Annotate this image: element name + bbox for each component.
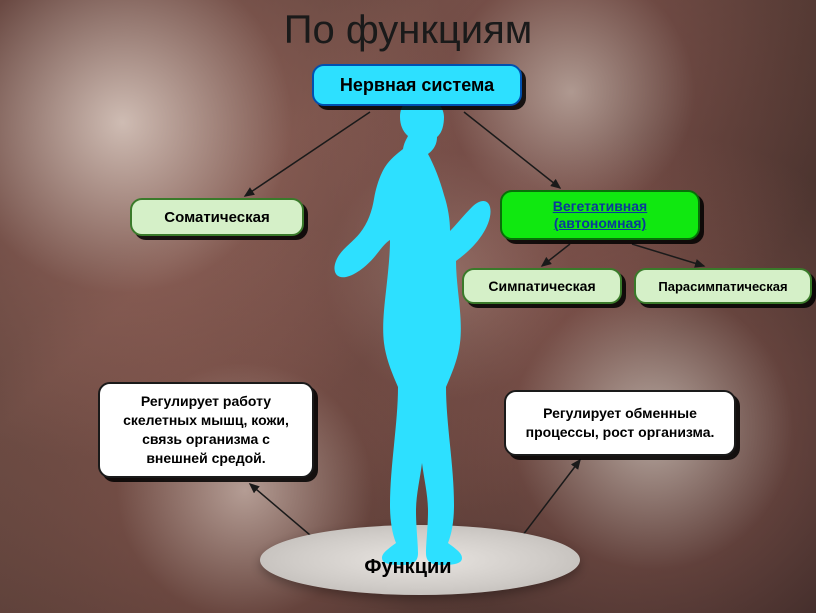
desc-somatic: Регулирует работу скелетных мышц, кожи, … bbox=[98, 382, 314, 478]
desc-somatic-text: Регулирует работу скелетных мышц, кожи, … bbox=[110, 392, 302, 468]
pedestal-label: Функции bbox=[0, 556, 816, 579]
node-parasympathetic: Парасимпатическая bbox=[634, 268, 812, 304]
node-sympathetic: Симпатическая bbox=[462, 268, 622, 304]
node-vegetative[interactable]: Вегетативная (автономная) bbox=[500, 190, 700, 240]
node-somatic: Соматическая bbox=[130, 198, 304, 236]
node-root: Нервная система bbox=[312, 64, 522, 106]
node-somatic-label: Соматическая bbox=[164, 209, 269, 226]
node-vegetative-label: Вегетативная (автономная) bbox=[512, 198, 688, 232]
node-parasympathetic-label: Парасимпатическая bbox=[658, 279, 787, 294]
desc-vegetative-text: Регулирует обменные процессы, рост орган… bbox=[516, 404, 724, 442]
node-root-label: Нервная система bbox=[340, 75, 494, 96]
desc-vegetative: Регулирует обменные процессы, рост орган… bbox=[504, 390, 736, 456]
node-sympathetic-label: Симпатическая bbox=[488, 278, 595, 294]
page-title: По функциям bbox=[0, 8, 816, 53]
